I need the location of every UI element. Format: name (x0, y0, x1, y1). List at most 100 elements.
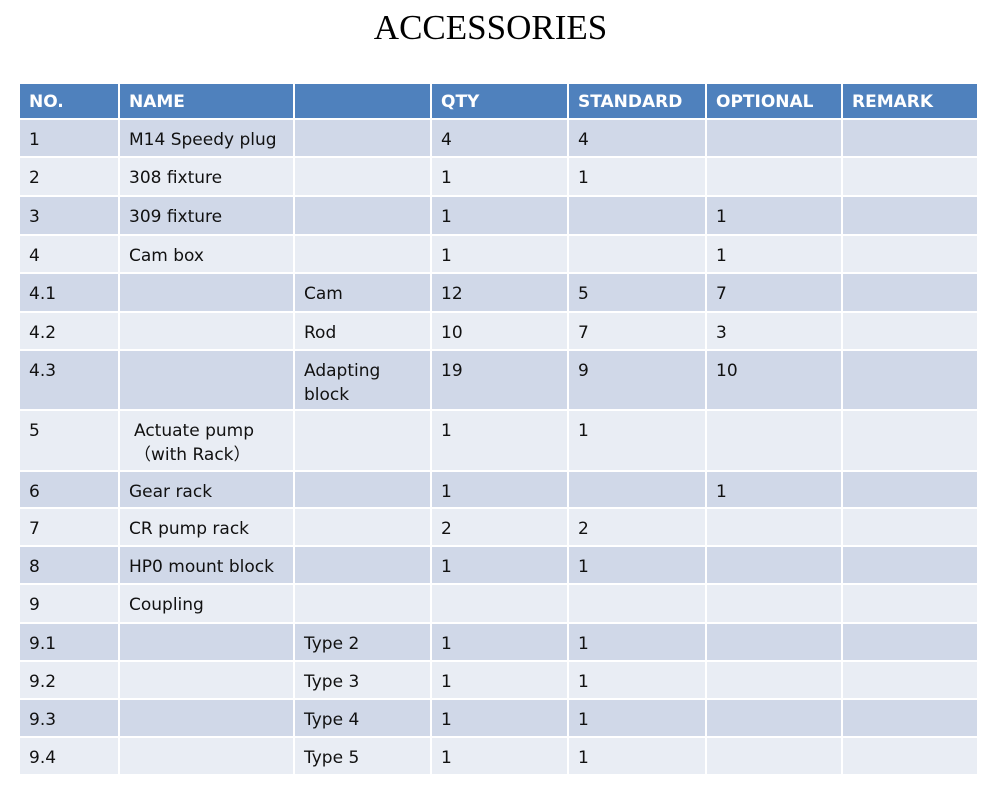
cell-qty: 1 (432, 158, 569, 197)
cell-standard: 5 (569, 274, 707, 313)
cell-remark (843, 158, 979, 197)
table-row: 6 Gear rack 1 1 (20, 472, 979, 509)
cell-standard: 9 (569, 351, 707, 411)
cell-no: 9 (20, 585, 120, 624)
cell-standard: 4 (569, 120, 707, 158)
cell-remark (843, 624, 979, 662)
cell-standard (569, 472, 707, 509)
cell-qty: 1 (432, 662, 569, 700)
cell-no: 4.1 (20, 274, 120, 313)
cell-subname: Rod (295, 313, 432, 351)
cell-standard: 1 (569, 624, 707, 662)
cell-optional (707, 585, 843, 624)
cell-name: HP0 mount block (120, 547, 295, 585)
cell-subname (295, 197, 432, 236)
cell-name: 308 fixture (120, 158, 295, 197)
cell-name: Cam box (120, 236, 295, 274)
cell-qty: 1 (432, 700, 569, 738)
cell-no: 8 (20, 547, 120, 585)
cell-remark (843, 351, 979, 411)
cell-no: 9.2 (20, 662, 120, 700)
table-row: 8 HP0 mount block 1 1 (20, 547, 979, 585)
cell-qty: 1 (432, 624, 569, 662)
page-title: ACCESSORIES (373, 8, 608, 47)
cell-subname: Adapting block (295, 351, 432, 411)
cell-no: 9.3 (20, 700, 120, 738)
cell-standard: 1 (569, 547, 707, 585)
table-header-row: NO. NAME QTY STANDARD OPTIONAL REMARK (20, 84, 979, 120)
cell-qty: 1 (432, 197, 569, 236)
cell-name (120, 313, 295, 351)
cell-subname (295, 120, 432, 158)
cell-standard: 2 (569, 509, 707, 547)
cell-subname: Type 3 (295, 662, 432, 700)
cell-name: Coupling (120, 585, 295, 624)
cell-optional (707, 738, 843, 776)
cell-standard: 1 (569, 411, 707, 472)
cell-optional (707, 120, 843, 158)
cell-optional (707, 509, 843, 547)
cell-qty: 1 (432, 236, 569, 274)
cell-name: CR pump rack (120, 509, 295, 547)
cell-name: 309 fixture (120, 197, 295, 236)
cell-remark (843, 509, 979, 547)
cell-no: 4 (20, 236, 120, 274)
table-row: 4.3 Adapting block 19 9 10 (20, 351, 979, 411)
cell-optional (707, 547, 843, 585)
cell-no: 4.3 (20, 351, 120, 411)
cell-optional (707, 662, 843, 700)
cell-qty: 1 (432, 411, 569, 472)
cell-name (120, 700, 295, 738)
cell-name: M14 Speedy plug (120, 120, 295, 158)
cell-remark (843, 662, 979, 700)
cell-remark (843, 472, 979, 509)
cell-optional: 1 (707, 236, 843, 274)
cell-name (120, 351, 295, 411)
cell-subname: Type 5 (295, 738, 432, 776)
cell-qty: 19 (432, 351, 569, 411)
cell-qty: 1 (432, 547, 569, 585)
cell-qty: 1 (432, 472, 569, 509)
cell-no: 5 (20, 411, 120, 472)
cell-remark (843, 700, 979, 738)
header-no: NO. (20, 84, 120, 120)
table-row: 2 308 fixture 1 1 (20, 158, 979, 197)
cell-remark (843, 738, 979, 776)
cell-optional: 3 (707, 313, 843, 351)
table-row: 9 Coupling (20, 585, 979, 624)
cell-remark (843, 585, 979, 624)
cell-name (120, 624, 295, 662)
cell-name (120, 274, 295, 313)
header-optional: OPTIONAL (707, 84, 843, 120)
cell-optional: 1 (707, 472, 843, 509)
cell-qty (432, 585, 569, 624)
cell-remark (843, 274, 979, 313)
cell-optional: 7 (707, 274, 843, 313)
cell-optional (707, 158, 843, 197)
header-remark: REMARK (843, 84, 979, 120)
cell-name: Actuate pump （with Rack） (120, 411, 295, 472)
cell-name: Gear rack (120, 472, 295, 509)
table-row: 4.2 Rod 10 7 3 (20, 313, 979, 351)
cell-standard: 1 (569, 662, 707, 700)
cell-remark (843, 236, 979, 274)
cell-subname: Cam (295, 274, 432, 313)
cell-qty: 10 (432, 313, 569, 351)
cell-no: 1 (20, 120, 120, 158)
cell-remark (843, 313, 979, 351)
table-row: 4.1 Cam 12 5 7 (20, 274, 979, 313)
cell-subname: Type 4 (295, 700, 432, 738)
cell-qty: 12 (432, 274, 569, 313)
cell-subname (295, 158, 432, 197)
cell-standard: 1 (569, 700, 707, 738)
cell-subname (295, 585, 432, 624)
accessories-table: NO. NAME QTY STANDARD OPTIONAL REMARK 1 M14 Sp… (20, 84, 979, 776)
cell-subname (295, 411, 432, 472)
cell-optional: 10 (707, 351, 843, 411)
cell-name (120, 662, 295, 700)
cell-name (120, 738, 295, 776)
